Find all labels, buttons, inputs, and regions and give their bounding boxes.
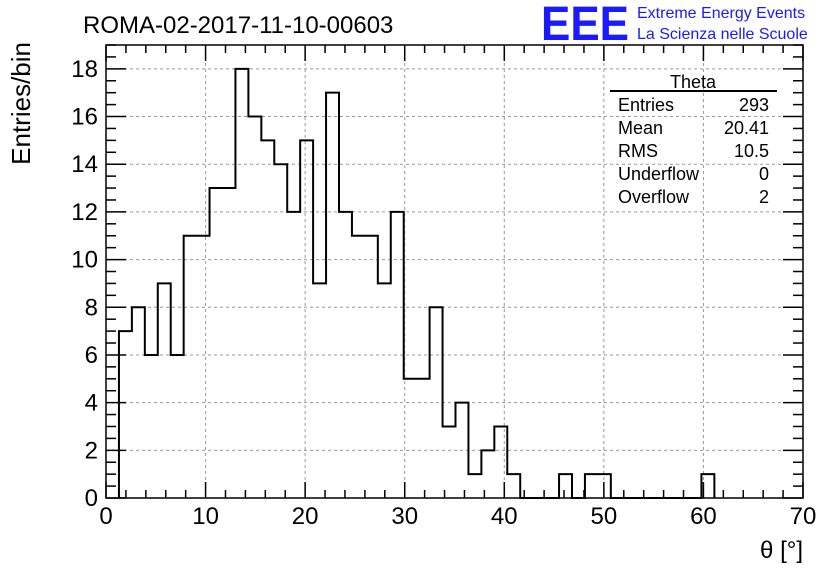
y-tick-label: 16	[71, 104, 98, 131]
logo-line-2: La Scienza nelle Scuole	[637, 26, 808, 43]
grid	[106, 45, 803, 498]
y-tick-label: 18	[71, 56, 98, 83]
x-tick-label: 20	[292, 503, 319, 530]
eee-logo-mark: EEE	[541, 0, 629, 51]
x-tick-label: 40	[491, 503, 518, 530]
x-tick-label: 60	[690, 503, 717, 530]
x-tick-label: 30	[391, 503, 418, 530]
y-tick-label: 2	[85, 437, 98, 464]
y-tick-label: 4	[85, 390, 98, 417]
stats-label: Underflow	[618, 164, 700, 184]
plot-frame	[105, 44, 804, 499]
y-tick-labels: 0 2 4 6 8 10 12 14 16 18	[71, 56, 98, 512]
x-tick-label: 0	[99, 503, 112, 530]
stats-value: 0	[759, 164, 769, 184]
stats-name: Theta	[670, 72, 717, 92]
x-tick-label: 70	[790, 503, 817, 530]
axis-ticks	[105, 44, 804, 499]
stats-label: Mean	[618, 118, 663, 138]
x-tick-label: 50	[591, 503, 618, 530]
stats-value: 293	[739, 95, 769, 115]
logo-line-1: Extreme Energy Events	[637, 5, 805, 22]
y-axis-label: Entries/bin	[6, 42, 36, 165]
stats-label: Entries	[618, 95, 674, 115]
y-tick-label: 6	[85, 342, 98, 369]
stats-value: 20.41	[724, 118, 769, 138]
y-tick-label: 8	[85, 294, 98, 321]
y-tick-label: 12	[71, 199, 98, 226]
stats-value: 2	[759, 187, 769, 207]
stats-box: Theta Entries 293 Mean 20.41 RMS 10.5 Underflo…	[610, 72, 777, 207]
x-tick-labels: 0 10 20 30 40 50 60 70	[99, 503, 816, 530]
y-tick-label: 0	[85, 485, 98, 512]
y-tick-label: 14	[71, 151, 98, 178]
x-axis-label: θ [°]	[760, 537, 803, 564]
stats-label: Overflow	[618, 187, 690, 207]
stats-value: 10.5	[734, 141, 769, 161]
chart-title: ROMA-02-2017-11-10-00603	[83, 12, 393, 39]
stats-label: RMS	[618, 141, 658, 161]
y-tick-label: 10	[71, 247, 98, 274]
x-tick-label: 10	[192, 503, 219, 530]
histogram-series	[117, 67, 716, 499]
